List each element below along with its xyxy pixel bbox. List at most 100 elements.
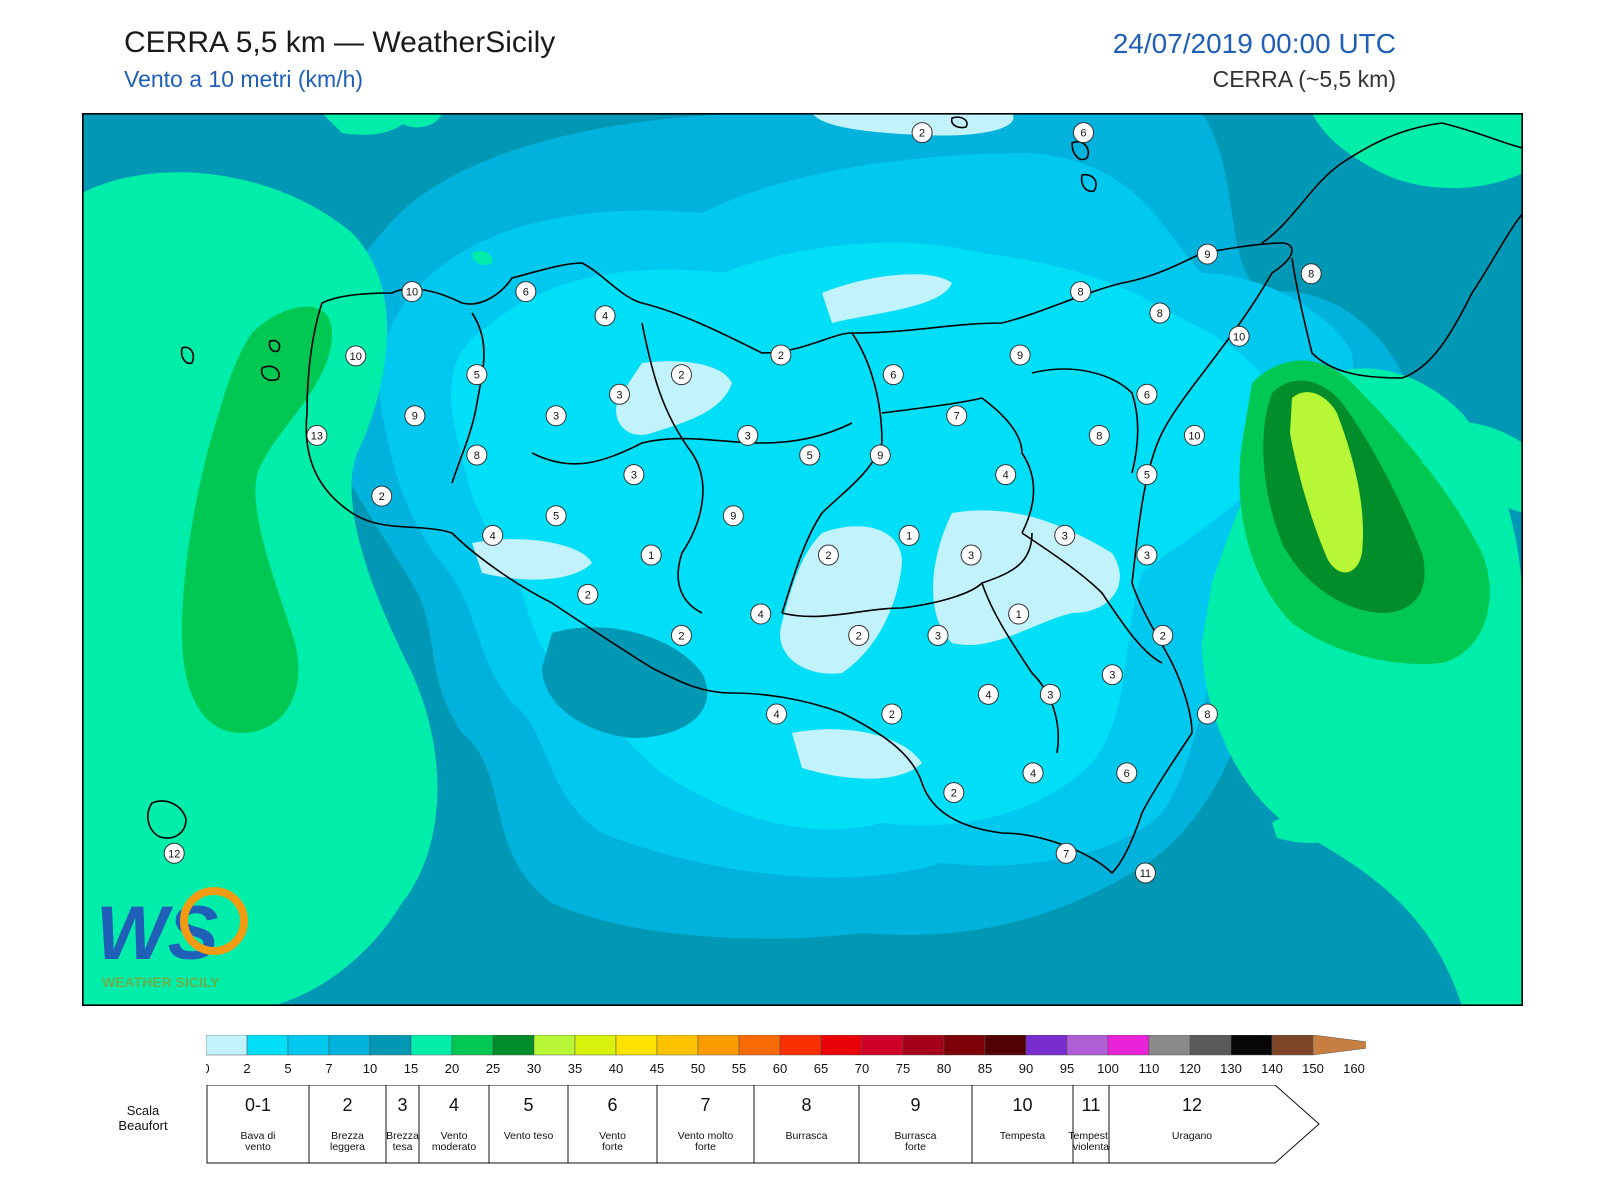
station-marker-circle xyxy=(817,544,839,566)
beaufort-label-line2: vento xyxy=(245,1141,271,1153)
station-marker: 9 xyxy=(404,405,426,427)
colorbar-swatch xyxy=(492,1035,535,1056)
province-boundary xyxy=(1031,368,1139,474)
beaufort-number: 10 xyxy=(1012,1095,1032,1115)
station-marker-circle xyxy=(401,281,423,303)
wind-field xyxy=(82,113,1523,1006)
colorbar-tick-label: 45 xyxy=(650,1061,664,1076)
station-marker-circle xyxy=(1116,762,1138,784)
beaufort-cell-box xyxy=(308,1085,387,1164)
station-marker-circle xyxy=(977,683,999,705)
station-marker: 3 xyxy=(927,624,949,646)
station-marker: 7 xyxy=(1055,842,1077,864)
station-value: 4 xyxy=(985,689,991,701)
station-marker: 3 xyxy=(1136,544,1158,566)
wind-band-0-2 xyxy=(616,361,732,435)
colorbar-tick-label: 110 xyxy=(1139,1061,1160,1076)
station-value: 9 xyxy=(1017,350,1023,362)
station-marker: 2 xyxy=(670,624,692,646)
station-marker-circle xyxy=(1300,263,1322,285)
colorbar-tick-label: 90 xyxy=(1019,1061,1033,1076)
station-value: 1 xyxy=(648,550,654,562)
station-marker: 8 xyxy=(1070,281,1092,303)
station-value: 10 xyxy=(1188,430,1200,442)
beaufort-label-line1: Uragano xyxy=(1172,1130,1212,1142)
calabria-coastline xyxy=(1261,122,1523,244)
colorbar-swatch xyxy=(1189,1035,1232,1056)
colorbar-tick-label: 5 xyxy=(284,1061,291,1076)
station-value: 8 xyxy=(1308,269,1314,281)
map-frame xyxy=(82,113,1523,1006)
station-marker: 4 xyxy=(594,305,616,327)
beaufort-cell: 12 Uragano xyxy=(1108,1085,1320,1164)
station-value: 8 xyxy=(1078,287,1084,299)
colorbar-tick-label: 70 xyxy=(855,1061,869,1076)
station-marker-circle xyxy=(1072,122,1094,144)
beaufort-number: 0-1 xyxy=(245,1095,271,1115)
station-marker-circle xyxy=(869,444,891,466)
station-marker-circle xyxy=(1136,464,1158,486)
station-marker: 11 xyxy=(1134,862,1156,884)
station-marker: 8 xyxy=(1149,302,1171,324)
station-value: 3 xyxy=(745,430,751,442)
beaufort-title-line1: Scala xyxy=(127,1103,160,1118)
beaufort-title-line2: Beaufort xyxy=(118,1118,168,1133)
colorbar-tick-label: 15 xyxy=(404,1061,418,1076)
colorbar-tick-label: 130 xyxy=(1220,1061,1242,1076)
station-marker-circle xyxy=(1039,683,1061,705)
station-marker-circle xyxy=(577,583,599,605)
beaufort-cell-box xyxy=(206,1085,310,1164)
station-value: 10 xyxy=(1233,331,1245,343)
station-marker: 4 xyxy=(995,464,1017,486)
station-marker: 2 xyxy=(1152,624,1174,646)
beaufort-label-line2: forte xyxy=(695,1141,716,1153)
station-value: 8 xyxy=(1096,430,1102,442)
colorbar-tick-label: 10 xyxy=(363,1061,377,1076)
colorbar-swatch xyxy=(206,1035,248,1056)
station-marker-circle xyxy=(1228,325,1250,347)
station-value: 6 xyxy=(523,287,529,299)
beaufort-number: 2 xyxy=(342,1095,352,1115)
station-value: 5 xyxy=(553,511,559,523)
wind-band-20-25 xyxy=(182,306,332,733)
station-marker: 3 xyxy=(1101,664,1123,686)
station-marker-circle xyxy=(946,405,968,427)
station-marker-circle xyxy=(911,122,933,144)
station-marker-circle xyxy=(594,305,616,327)
colorbar-tick-label: 160 xyxy=(1343,1061,1365,1076)
station-marker-circle xyxy=(1196,243,1218,265)
beaufort-label-line1: Brezza xyxy=(331,1130,364,1142)
colorbar-swatch xyxy=(533,1035,576,1056)
colorbar-tick-label: 35 xyxy=(568,1061,582,1076)
beaufort-label-line1: Tempesta xyxy=(1068,1130,1114,1142)
station-marker-circle xyxy=(750,603,772,625)
station-marker-circle xyxy=(623,464,645,486)
station-value: 4 xyxy=(602,311,608,323)
colorbar-tick-label: 55 xyxy=(732,1061,746,1076)
station-value: 2 xyxy=(778,350,784,362)
station-marker: 10 xyxy=(1183,424,1205,446)
colorbar-swatch xyxy=(902,1035,945,1056)
station-marker-circle xyxy=(1088,424,1110,446)
colorbar-tick-label: 2 xyxy=(243,1061,250,1076)
station-marker: 8 xyxy=(1088,424,1110,446)
station-value: 10 xyxy=(406,287,418,299)
station-marker-circle xyxy=(345,345,367,367)
station-marker-circle xyxy=(1134,862,1156,884)
map-title: CERRA 5,5 km — WeatherSicily xyxy=(124,26,556,59)
station-value: 7 xyxy=(954,411,960,423)
colorbar-swatch xyxy=(369,1035,412,1056)
station-marker-circle xyxy=(1149,302,1171,324)
station-value: 4 xyxy=(1030,768,1036,780)
station-marker: 10 xyxy=(1228,325,1250,347)
station-marker: 10 xyxy=(345,345,367,367)
beaufort-number: 7 xyxy=(700,1095,710,1115)
colorbar-swatch xyxy=(615,1035,658,1056)
station-value: 6 xyxy=(1080,128,1086,140)
station-value: 4 xyxy=(773,709,779,721)
